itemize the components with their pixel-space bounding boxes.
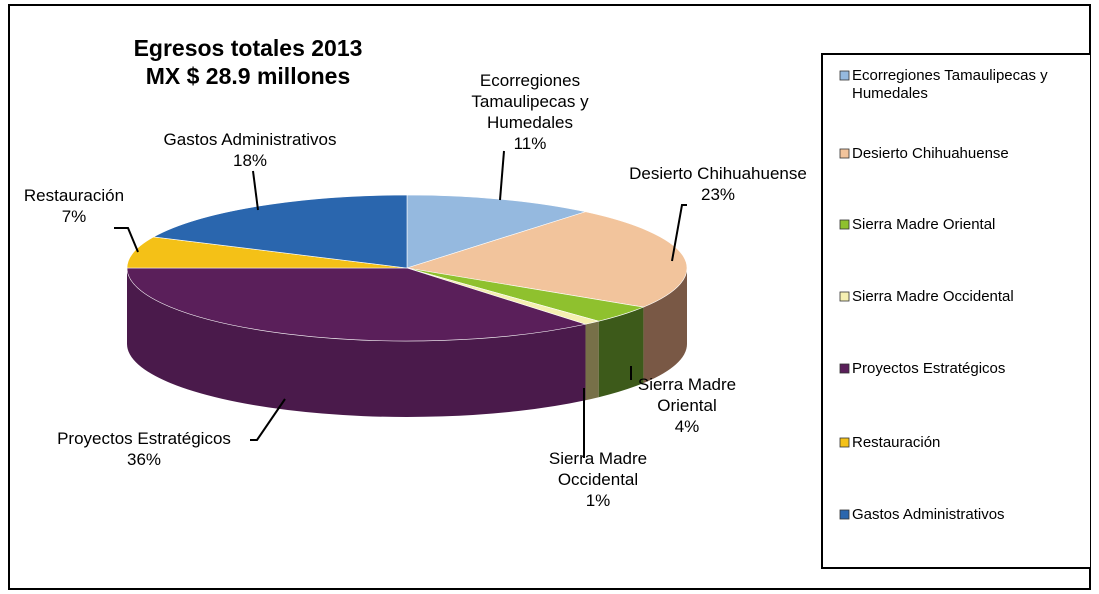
pie-chart: Egresos totales 2013 MX $ 28.9 millones … (24, 35, 1090, 569)
slice-name-label-6: Gastos Administrativos (164, 130, 337, 149)
pie-slice-5 (126, 236, 408, 269)
legend-label-6: Gastos Administrativos (852, 506, 1005, 523)
slice-name-label-3: Sierra Madre (549, 449, 647, 468)
slice-name-label-0: Humedales (487, 113, 573, 132)
leader-line-0 (499, 150, 505, 201)
pie-slice-0 (406, 194, 587, 269)
legend-swatch-0 (839, 70, 850, 81)
leader-line-1 (671, 204, 687, 262)
slice-value-label-1: 23% (701, 185, 735, 204)
legend-swatch-1 (839, 148, 850, 159)
legend-swatch-5 (839, 437, 850, 448)
legend-label-0: Humedales (852, 85, 928, 102)
slice-value-label-6: 18% (233, 151, 267, 170)
chart-title: Egresos totales 2013 (134, 35, 363, 61)
slice-value-label-0: 11% (514, 134, 547, 153)
legend-label-5: Restauración (852, 434, 940, 451)
pie-sides (127, 268, 687, 417)
pie-side-3 (585, 321, 599, 401)
legend-swatch-3 (839, 291, 850, 302)
slice-name-label-0: Tamaulipecas y (471, 92, 589, 111)
pie-side-4 (127, 268, 586, 417)
chart-frame: Egresos totales 2013 MX $ 28.9 millones … (8, 4, 1091, 590)
legend-swatch-6 (839, 509, 850, 520)
legend-swatch-2 (839, 219, 850, 230)
slice-name-label-2: Oriental (657, 396, 717, 415)
pie-side-1 (643, 268, 687, 384)
pie-tops (126, 194, 688, 342)
slice-name-label-0: Ecorregiones (480, 71, 580, 90)
pie-slice-1 (406, 211, 688, 308)
legend-swatch-4 (839, 363, 850, 374)
slice-value-label-5: 7% (62, 207, 87, 226)
slice-name-label-5: Restauración (24, 186, 124, 205)
chart-subtitle: MX $ 28.9 millones (146, 63, 351, 89)
slice-name-label-4: Proyectos Estratégicos (57, 429, 231, 448)
legend-label-2: Sierra Madre Oriental (852, 216, 995, 233)
slice-value-label-2: 4% (675, 417, 700, 436)
leader-line-6 (252, 170, 259, 211)
leader-line-4 (250, 398, 286, 441)
pie-side-2 (598, 307, 644, 398)
leader-lines (114, 150, 687, 458)
legend-label-3: Sierra Madre Occidental (852, 288, 1014, 305)
legend-box (821, 53, 1090, 569)
slice-name-label-2: Sierra Madre (638, 375, 736, 394)
slice-name-label-3: Occidental (558, 470, 638, 489)
slice-value-label-3: 1% (586, 491, 611, 510)
legend-label-4: Proyectos Estratégicos (852, 360, 1005, 377)
slice-value-label-4: 36% (127, 450, 161, 469)
slice-labels: Ecorregiones Tamaulipecas y Humedales 11% De… (24, 71, 807, 510)
slice-name-label-1: Desierto Chihuahuense (629, 164, 807, 183)
leader-line-5 (114, 227, 139, 253)
legend-label-1: Desierto Chihuahuense (852, 145, 1009, 162)
pie-slice-4 (126, 267, 587, 342)
legend-label-0: Ecorregiones Tamaulipecas y (852, 67, 1048, 84)
